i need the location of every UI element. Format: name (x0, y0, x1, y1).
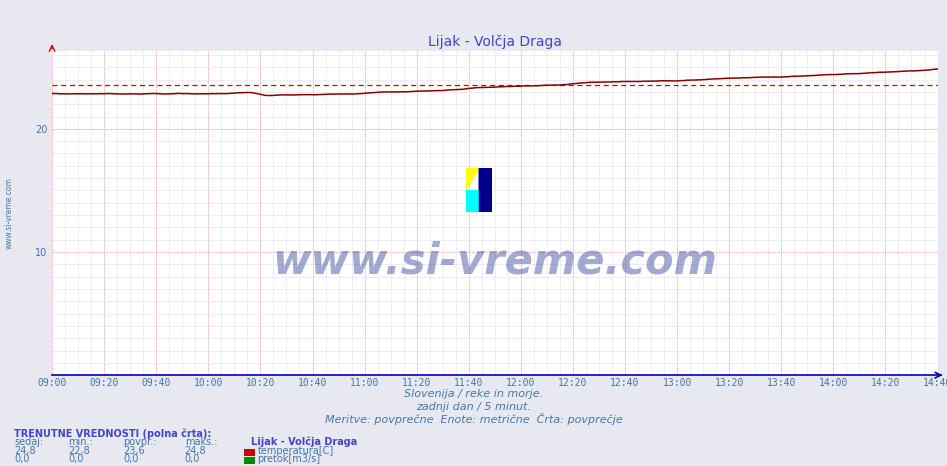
Text: 0,0: 0,0 (123, 454, 138, 464)
Text: povpr.:: povpr.: (123, 438, 156, 447)
Text: 24,8: 24,8 (14, 446, 36, 456)
Text: 0,0: 0,0 (68, 454, 83, 464)
Text: temperatura[C]: temperatura[C] (258, 446, 334, 456)
Text: www.si-vreme.com: www.si-vreme.com (5, 177, 14, 249)
Text: Slovenija / reke in morje.: Slovenija / reke in morje. (404, 389, 543, 399)
Text: www.si-vreme.com: www.si-vreme.com (273, 241, 717, 283)
Text: Meritve: povprečne  Enote: metrične  Črta: povprečje: Meritve: povprečne Enote: metrične Črta:… (325, 413, 622, 425)
Text: 23,6: 23,6 (123, 446, 145, 456)
Polygon shape (479, 168, 492, 212)
Text: min.:: min.: (68, 438, 93, 447)
Text: Lijak - Volčja Draga: Lijak - Volčja Draga (251, 437, 357, 447)
Polygon shape (466, 190, 479, 212)
Title: Lijak - Volčja Draga: Lijak - Volčja Draga (428, 34, 562, 49)
Text: 0,0: 0,0 (14, 454, 29, 464)
Text: 22,8: 22,8 (68, 446, 90, 456)
Polygon shape (479, 168, 492, 190)
Polygon shape (466, 168, 479, 190)
Text: pretok[m3/s]: pretok[m3/s] (258, 454, 321, 464)
Text: maks.:: maks.: (185, 438, 217, 447)
Text: 24,8: 24,8 (185, 446, 206, 456)
Text: TRENUTNE VREDNOSTI (polna črta):: TRENUTNE VREDNOSTI (polna črta): (14, 429, 211, 439)
Text: zadnji dan / 5 minut.: zadnji dan / 5 minut. (416, 402, 531, 412)
Text: 0,0: 0,0 (185, 454, 200, 464)
Text: sedaj:: sedaj: (14, 438, 44, 447)
